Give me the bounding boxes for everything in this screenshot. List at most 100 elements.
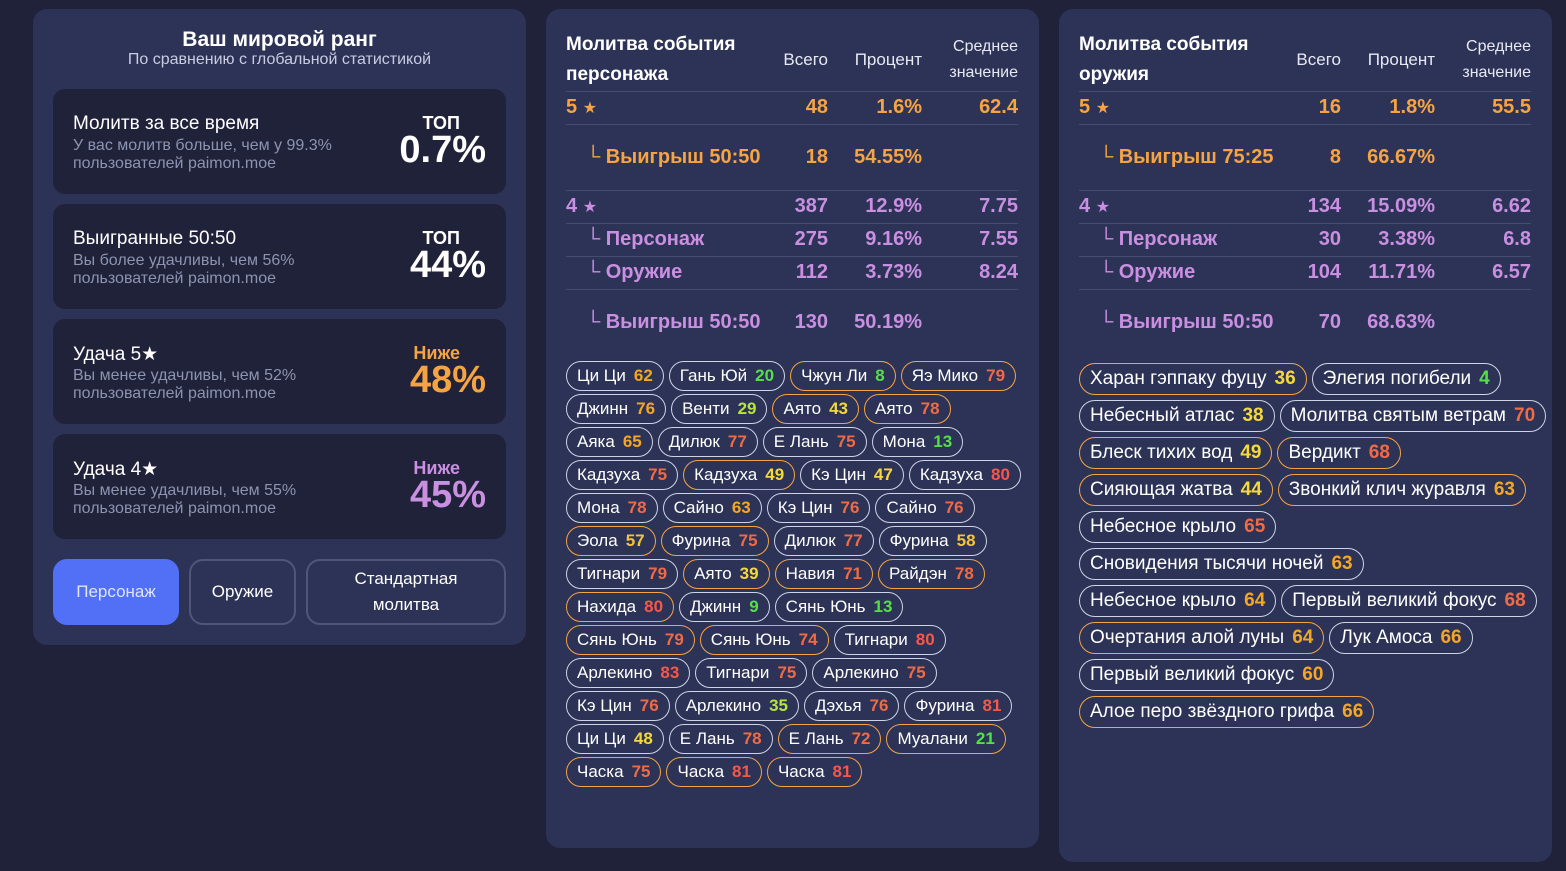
- chip-pity-count: 78: [920, 399, 940, 418]
- chip-pity-count: 76: [944, 498, 964, 517]
- chip-pity-count: 80: [991, 465, 1010, 484]
- row-label: └ Выигрыш 75:25: [1079, 123, 1279, 190]
- row-4star-character: └ Персонаж 275 9.16% 7.55: [566, 222, 1018, 256]
- chip-name: Мона: [577, 498, 620, 517]
- chip-name: Ци Ци: [577, 366, 626, 385]
- pity-chip: Кэ Цин 76: [766, 493, 871, 523]
- chip-name: Элегия погибели: [1322, 368, 1472, 389]
- star-icon: ★: [1095, 100, 1111, 117]
- cell-total: 104: [1279, 255, 1341, 289]
- pity-chip: Небесное крыло 64: [1079, 585, 1277, 617]
- weapon-banner-button[interactable]: Оружие: [189, 559, 296, 625]
- pity-chip: Кэ Цин 47: [800, 460, 904, 490]
- cell-total: 70: [1279, 288, 1341, 355]
- cell-total: 130: [766, 288, 828, 355]
- character-pity-chip-list: Ци Ци 62 Гань Юй 20 Чжун Ли 8 Яэ Мико 79 Джинн 76…: [566, 361, 1026, 787]
- chip-pity-count: 64: [1292, 627, 1314, 648]
- chip-name: Тигнари: [844, 630, 908, 649]
- cell-total: 30: [1279, 222, 1341, 256]
- chip-pity-count: 68: [1368, 442, 1390, 463]
- rank-card-description: Вы менее удачливы, чем 52% пользователей…: [73, 367, 297, 402]
- row-label: └ Оружие: [566, 255, 766, 289]
- rank-card-5star-luck: Удача 5★ Вы менее удачливы, чем 52% поль…: [53, 319, 506, 424]
- chip-name: Арлекино: [577, 663, 653, 682]
- cell-total: 18: [766, 123, 828, 190]
- character-stats-table: Молитва события персонажа Всего Процент …: [566, 29, 1018, 355]
- chip-pity-count: 63: [731, 498, 751, 517]
- chip-pity-count: 57: [625, 531, 645, 550]
- chip-name: Аяка: [577, 432, 615, 451]
- chip-pity-count: 49: [765, 465, 785, 484]
- pity-chip: Сияющая жатва 44: [1079, 474, 1273, 506]
- row-label: └ Персонаж: [1079, 222, 1279, 256]
- chip-name: Кадзуха: [694, 465, 758, 484]
- world-rank-panel: Ваш мировой ранг По сравнению с глобальн…: [33, 9, 526, 645]
- standard-banner-button[interactable]: Стандартная молитва: [306, 559, 506, 625]
- chip-pity-count: 72: [851, 729, 871, 748]
- cell-avg: [1435, 288, 1531, 355]
- rank-title: Ваш мировой ранг: [182, 28, 377, 51]
- pity-chip: Яэ Мико 79: [900, 361, 1017, 391]
- row-4star-weapon: └ Оружие 112 3.73% 8.24: [566, 255, 1018, 289]
- pity-chip: Тигнари 80: [833, 625, 946, 655]
- row-5star: 5 ★ 16 1.8% 55.5: [1079, 90, 1531, 124]
- chip-name: Венти: [682, 399, 730, 418]
- chip-pity-count: 76: [840, 498, 860, 517]
- weapon-stats-table: Молитва события оружия Всего Процент Сре…: [1079, 29, 1531, 355]
- row-5star-win: └ Выигрыш 75:25 8 66.67%: [1079, 123, 1531, 190]
- cell-percent: 3.73%: [828, 255, 922, 289]
- cell-percent: 11.71%: [1341, 255, 1435, 289]
- pity-chip: Вердикт 68: [1277, 437, 1401, 469]
- chip-name: Тигнари: [577, 564, 641, 583]
- chip-pity-count: 39: [739, 564, 759, 583]
- rank-card-label: ТОП: [422, 228, 461, 248]
- weapon-pity-chip-list: Харан гэппаку фуцу 36 Элегия погибели 4 Небе…: [1079, 363, 1549, 728]
- rank-card-total-wishes: Молитв за все время У вас молитв больше,…: [53, 89, 506, 194]
- row-4star-character: └ Персонаж 30 3.38% 6.8: [1079, 222, 1531, 256]
- pity-chip: Эола 57: [566, 526, 656, 556]
- star-icon: ★: [582, 100, 598, 117]
- chip-name: Гань Юй: [679, 366, 748, 385]
- chip-pity-count: 43: [829, 399, 849, 418]
- chip-name: Фурина: [889, 531, 949, 550]
- chip-name: Сянь Юнь: [785, 597, 866, 616]
- chip-name: Аято: [783, 399, 822, 418]
- chip-pity-count: 76: [636, 399, 656, 418]
- pity-chip: Часка 81: [766, 757, 863, 787]
- pity-chip: Джинн 76: [566, 394, 667, 424]
- pity-chip: Сайно 76: [875, 493, 975, 523]
- pity-chip: Дилюк 77: [657, 427, 758, 457]
- rank-card-title: Выигранные 50:50: [73, 228, 237, 249]
- rank-card-label: Ниже: [413, 343, 460, 363]
- chip-pity-count: 38: [1242, 405, 1264, 426]
- chip-pity-count: 13: [933, 432, 953, 451]
- cell-avg: [922, 123, 1018, 190]
- chip-pity-count: 70: [1514, 405, 1536, 426]
- chip-pity-count: 78: [627, 498, 647, 517]
- row-label: └ Оружие: [1079, 255, 1279, 289]
- pity-chip: Сянь Юнь 74: [699, 625, 829, 655]
- chip-pity-count: 20: [755, 366, 775, 385]
- chip-pity-count: 62: [633, 366, 653, 385]
- chip-pity-count: 81: [732, 762, 751, 781]
- cell-avg: 7.75: [922, 189, 1018, 223]
- chip-name: Фурина: [671, 531, 731, 550]
- pity-chip: Джинн 9: [679, 592, 770, 622]
- chip-name: Небесный атлас: [1090, 405, 1235, 426]
- chip-name: Аято: [875, 399, 913, 418]
- chip-pity-count: 65: [622, 432, 642, 451]
- chip-name: Е Лань: [679, 729, 735, 748]
- pity-chip: Первый великий фокус 60: [1079, 659, 1335, 691]
- chip-pity-count: 48: [633, 729, 653, 748]
- chip-name: Джинн: [690, 597, 742, 616]
- pity-chip: Ци Ци 62: [566, 361, 664, 391]
- chip-name: Небесное крыло: [1090, 516, 1237, 537]
- character-banner-button[interactable]: Персонаж: [53, 559, 179, 625]
- character-banner-panel: Молитва события персонажа Всего Процент …: [546, 9, 1039, 848]
- row-label: 5: [1079, 96, 1091, 118]
- star-icon: ★: [582, 199, 598, 216]
- rank-card-title: Молитв за все время: [73, 113, 260, 134]
- chip-pity-count: 35: [769, 696, 788, 715]
- chip-name: Харан гэппаку фуцу: [1090, 368, 1267, 389]
- pity-chip: Арлекино 75: [812, 658, 937, 688]
